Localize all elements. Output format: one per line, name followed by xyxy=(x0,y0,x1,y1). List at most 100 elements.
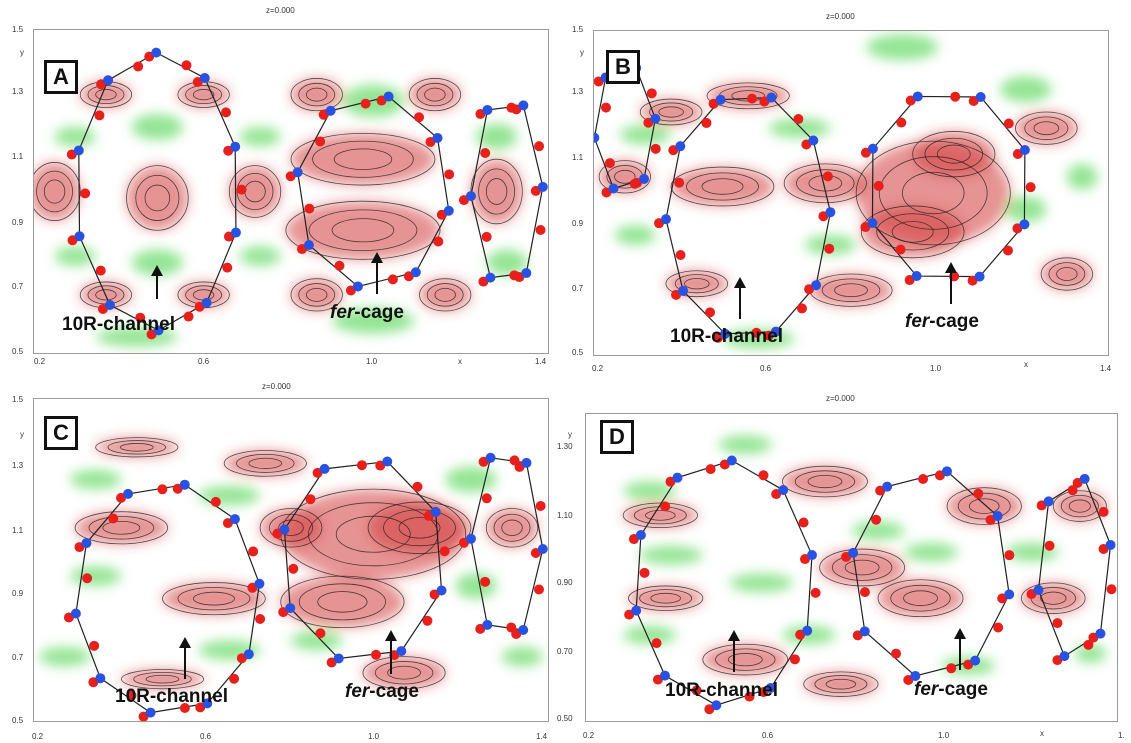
contour-line xyxy=(796,169,855,198)
oxygen-atom xyxy=(94,110,105,121)
oxygen-atom xyxy=(1067,485,1078,496)
y-tick: 0.70 xyxy=(557,647,573,656)
contour-line xyxy=(398,517,441,539)
contour-line xyxy=(1060,494,1099,518)
silicon-atom xyxy=(465,533,476,544)
silicon-atom xyxy=(352,281,363,292)
contour-line xyxy=(95,437,179,458)
contour-line xyxy=(670,166,775,207)
oxygen-atom xyxy=(1106,584,1117,595)
low-density-region xyxy=(239,126,281,147)
contour-line xyxy=(36,170,73,213)
contour-line xyxy=(133,671,192,687)
oxygen-atom xyxy=(288,563,299,574)
oxygen-atom xyxy=(183,311,194,322)
oxygen-atom xyxy=(646,88,657,99)
contour-line xyxy=(308,502,439,567)
oxygen-atom xyxy=(1002,245,1013,256)
oxygen-atom xyxy=(798,517,809,528)
contour-line xyxy=(95,289,117,301)
silicon-atom xyxy=(1059,651,1070,662)
contour-line xyxy=(43,179,66,204)
contour-line xyxy=(819,548,905,587)
oxygen-atom xyxy=(604,158,615,169)
contour-line xyxy=(936,144,971,164)
silicon-atom xyxy=(726,455,737,466)
silicon-atom xyxy=(848,547,859,558)
oxygen-atom xyxy=(705,307,716,318)
silicon-atom xyxy=(608,183,619,194)
y-tick: 1.3 xyxy=(572,87,584,96)
channel-arrow xyxy=(728,630,740,672)
y-tick: 0.5 xyxy=(12,716,24,725)
contour-line xyxy=(331,218,395,243)
silicon-atom xyxy=(81,538,92,549)
contour-line xyxy=(891,221,934,243)
y-tick: 0.7 xyxy=(12,282,24,291)
z-title: z=0.000 xyxy=(266,6,295,15)
contour-line xyxy=(223,450,307,477)
oxygen-atom xyxy=(758,470,769,481)
silicon-atom xyxy=(1095,628,1106,639)
silicon-atom xyxy=(254,578,265,589)
oxygen-atom xyxy=(701,117,712,128)
y-tick: 1.30 xyxy=(557,442,573,451)
silicon-atom xyxy=(383,91,394,102)
contour-line xyxy=(228,165,282,218)
silicon-atom xyxy=(319,463,330,474)
contour-line xyxy=(834,283,868,298)
contour-line xyxy=(844,559,880,576)
contour-line xyxy=(855,140,1011,246)
silicon-atom xyxy=(770,326,781,337)
silicon-atom xyxy=(910,670,921,681)
silicon-atom xyxy=(521,457,532,468)
silicon-atom xyxy=(485,272,496,283)
cage-arrow xyxy=(945,262,957,304)
silicon-atom xyxy=(104,300,115,311)
silicon-atom xyxy=(678,285,689,296)
oxygen-atom xyxy=(210,496,221,507)
oxygen-atom xyxy=(133,61,144,72)
x-tick: 0.6 xyxy=(198,357,210,366)
density-map xyxy=(33,398,549,722)
low-density-region xyxy=(131,249,184,276)
low-density-region xyxy=(1066,163,1098,190)
x-axis-label: x xyxy=(458,357,462,366)
oxygen-atom xyxy=(601,102,612,113)
oxygen-atom xyxy=(810,587,821,598)
silicon-atom xyxy=(465,191,476,202)
contour-line xyxy=(285,200,441,260)
contour-line xyxy=(878,156,988,230)
contour-line xyxy=(367,501,472,554)
channel-arrow xyxy=(734,277,746,319)
oxygen-atom xyxy=(480,148,491,159)
oxygen-atom xyxy=(891,648,902,659)
cage-label: fer-cage xyxy=(914,679,988,700)
silicon-atom xyxy=(70,608,81,619)
silicon-atom xyxy=(537,181,548,192)
x-tick: 0.6 xyxy=(762,731,774,740)
contour-line xyxy=(374,661,434,685)
y-tick: 1.5 xyxy=(12,25,24,34)
contour-line xyxy=(912,131,996,178)
oxygen-atom xyxy=(135,312,146,323)
oxygen-atom xyxy=(973,488,984,499)
contour-line xyxy=(665,270,729,298)
contour-line xyxy=(290,78,343,112)
contour-line xyxy=(107,440,166,455)
silicon-atom xyxy=(229,514,240,525)
contour-line xyxy=(192,89,215,101)
oxygen-atom xyxy=(222,262,233,273)
density-field xyxy=(39,437,548,721)
oxygen-atom xyxy=(796,303,807,314)
oxygen-atom xyxy=(255,614,266,625)
contour-line xyxy=(1040,591,1067,605)
cage-label: fer-cage xyxy=(345,681,419,702)
contour-line xyxy=(162,582,266,616)
cage-arrow xyxy=(954,628,966,670)
y-tick: 0.9 xyxy=(572,219,584,228)
contour-line xyxy=(639,589,693,608)
contour-line xyxy=(614,169,636,184)
contour-line xyxy=(74,511,169,545)
contour-line xyxy=(317,591,368,613)
